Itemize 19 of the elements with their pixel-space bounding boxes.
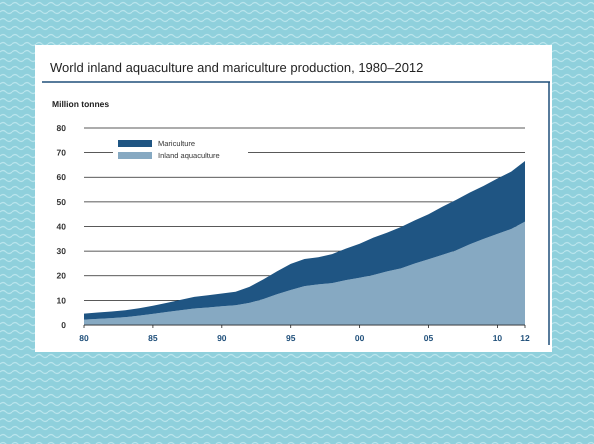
chart-title: World inland aquaculture and mariculture production, 1980–2012 (50, 60, 424, 75)
x-tick-label: 10 (492, 333, 502, 343)
y-tick-label: 20 (56, 270, 66, 281)
y-axis-title: Million tonnes (52, 99, 110, 109)
y-tick-label: 80 (56, 122, 66, 133)
y-tick-label: 50 (56, 196, 66, 207)
y-tick-label: 30 (56, 246, 66, 256)
y-tick-label: 60 (56, 172, 66, 182)
x-tick-label: 90 (217, 333, 227, 343)
y-tick-label: 40 (56, 221, 66, 232)
x-tick-label: 85 (148, 333, 158, 343)
y-tick-label: 70 (56, 148, 66, 158)
x-tick-label: 12 (520, 333, 530, 343)
x-tick-label: 95 (286, 333, 296, 343)
x-tick-label: 00 (354, 333, 365, 343)
y-tick-label: 0 (61, 320, 66, 330)
x-tick-label: 80 (79, 333, 89, 343)
x-tick-label: 05 (424, 333, 434, 343)
y-tick-label: 10 (56, 295, 66, 306)
